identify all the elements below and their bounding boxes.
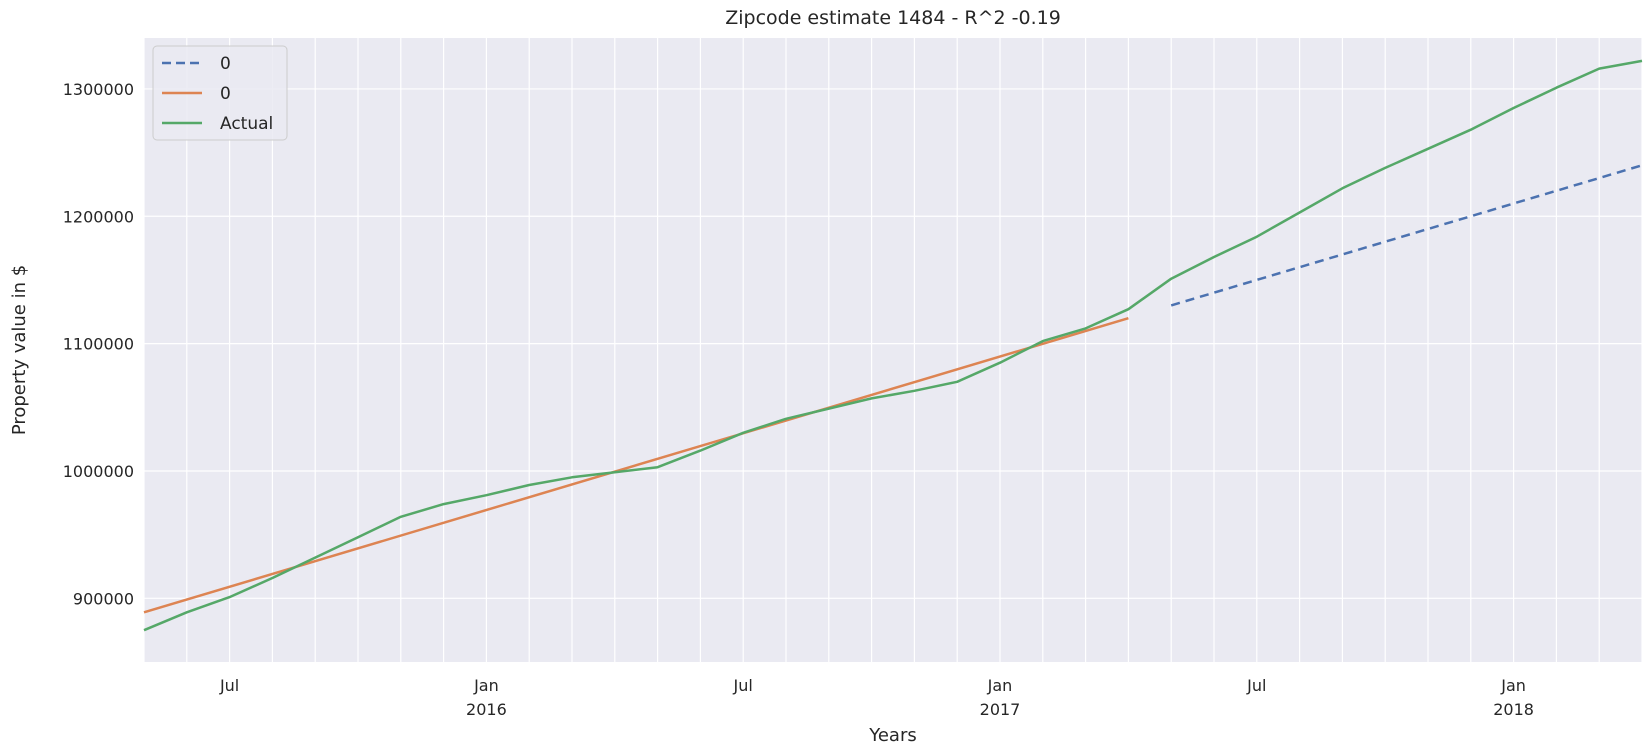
x-tick-label: Jul	[733, 676, 753, 695]
x-tick-label: Jan	[473, 676, 499, 695]
x-tick-label: Jul	[219, 676, 239, 695]
legend-label-actual: Actual	[220, 114, 273, 134]
grid	[143, 38, 1643, 662]
x-tick-year-label: 2018	[1493, 700, 1534, 719]
series-line-0-forecast	[1170, 164, 1643, 307]
series-line-actual	[143, 59, 1643, 632]
y-tick-label: 900000	[73, 589, 134, 608]
legend-box	[152, 45, 288, 141]
x-tick-label: Jan	[1500, 676, 1526, 695]
chart-title: Zipcode estimate 1484 - R^2 -0.19	[725, 7, 1061, 29]
y-tick-label: 1200000	[63, 207, 134, 226]
x-axis-label: Years	[868, 725, 917, 746]
y-tick-label: 1000000	[63, 462, 134, 481]
x-axis-ticks: Jul Jan 2016 Jul Jan 2017 Jul Jan 2018	[219, 676, 1534, 719]
x-tick-year-label: 2017	[980, 700, 1021, 719]
legend: 0 0 Actual	[152, 45, 288, 141]
series-layer	[143, 59, 1643, 632]
series-line-0-fit	[143, 317, 1129, 614]
x-tick-year-label: 2016	[466, 700, 507, 719]
x-tick-label: Jan	[987, 676, 1013, 695]
y-tick-label: 1100000	[63, 335, 134, 354]
x-tick-label: Jul	[1246, 676, 1266, 695]
y-axis-label: Property value in $	[9, 265, 30, 435]
legend-label-0-fit: 0	[220, 84, 231, 104]
legend-label-0-forecast: 0	[220, 54, 231, 74]
plot-area	[144, 38, 1642, 662]
y-axis-ticks: 900000 1000000 1100000 1200000 1300000	[63, 80, 134, 608]
y-tick-label: 1300000	[63, 80, 134, 99]
